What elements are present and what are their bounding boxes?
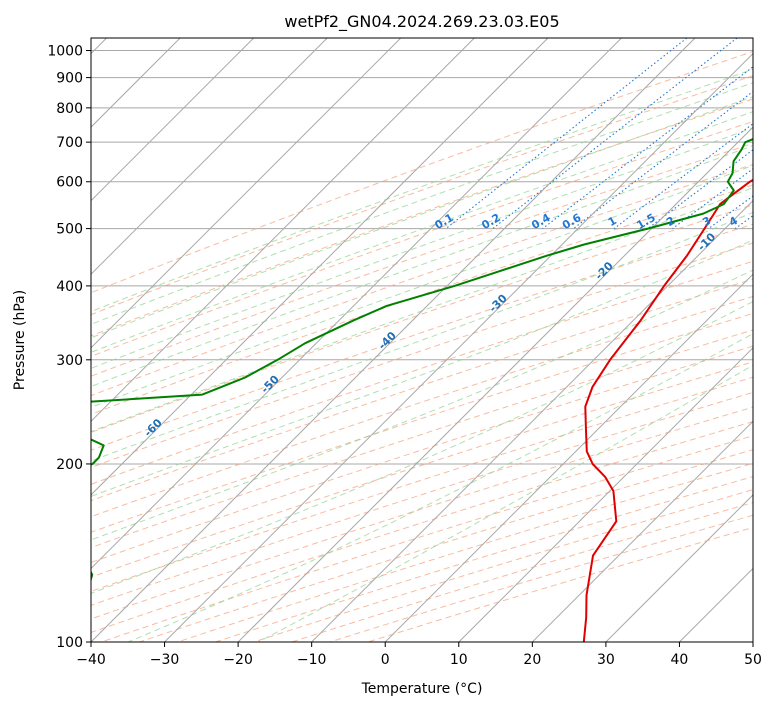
moist-adiabat-line [128,333,753,642]
isotherm-line [164,52,753,642]
x-tick-label: −20 [223,652,253,668]
x-tick-label: −30 [150,652,180,668]
isotherm-line [91,38,696,642]
isotherm-line [91,38,255,202]
moist-adiabat-line [258,364,753,642]
isotherm-line [91,38,622,570]
moist-adiabat-line [91,111,753,353]
moist-adiabat-line [91,82,753,325]
x-tick-label: 30 [597,652,615,668]
mixing-ratio-line [734,214,753,230]
moist-adiabat-line [91,127,753,369]
dry-adiabat-line [367,527,753,642]
x-tick-label: 0 [381,652,390,668]
y-axis-label: Pressure (hPa) [12,290,28,390]
mixing-ratio-line [613,122,753,230]
dry-adiabat-line [91,242,753,469]
dry-adiabat-line [91,142,753,377]
isotherm-line [311,199,753,642]
y-tick-label: 200 [56,457,83,473]
moist-adiabat-line [91,239,753,497]
isotherm-line [384,273,753,642]
y-tick-label: 400 [56,279,83,295]
isotherm-label: -30 [487,292,510,315]
dry-adiabat-line [215,476,753,642]
isotherm-label: -20 [593,259,616,282]
isotherm-line [605,494,753,642]
mixing-ratio-line [708,195,753,230]
dewpoint-line [91,138,753,583]
y-tick-label: 700 [56,135,83,151]
dry-adiabat-line [91,50,753,294]
dry-adiabat-line [91,98,753,337]
isotherm-line [237,126,753,642]
mixing-ratio-line [672,168,753,230]
x-tick-label: 50 [744,652,762,668]
mixing-ratio-line [542,66,753,230]
x-tick-label: 40 [671,652,689,668]
x-tick-label: −10 [297,652,327,668]
dry-adiabat-line [291,502,753,642]
isotherm-label: -50 [259,373,282,396]
y-tick-label: 500 [56,222,83,238]
dry-adiabat-line [91,278,753,502]
dry-adiabat-line [91,223,753,451]
x-tick-label: −40 [76,652,106,668]
y-tick-label: 600 [56,175,83,191]
isotherm-line [679,567,753,642]
x-tick-label: 20 [523,652,541,668]
isotherm-line [91,38,475,423]
x-axis-label: Temperature (°C) [361,681,483,697]
moist-adiabat-line [91,96,753,339]
isotherm-label: -40 [376,329,399,352]
isotherm-line [531,420,753,642]
mixing-ratio-label: 4 [727,214,740,229]
isotherm-gridlines [91,38,753,642]
dry-adiabat-line [91,75,753,316]
dry-adiabat-line [91,329,753,549]
isotherm-line [752,641,753,642]
sounding-series [91,138,753,642]
y-tick-label: 300 [56,353,83,369]
dry-adiabat-line [91,376,753,592]
isotherm-line [458,347,753,642]
isotherm-label: -60 [142,416,165,439]
mixing-ratio-line [492,38,738,230]
y-tick-label: 100 [56,635,83,651]
plot-frame [90,37,754,643]
isobar-gridlines [91,50,753,643]
x-axis: −40 −30 −20 −10 0 10 20 30 40 50 [76,642,762,668]
isotherm-label: -10 [695,230,718,253]
dry-adiabat-line [91,163,753,397]
moist-adiabats [91,68,753,642]
moist-adiabat-line [91,144,753,388]
isotherm-line [91,38,328,275]
y-axis: 100 200 300 400 500 600 700 800 900 1000 [47,44,91,651]
y-tick-label: 800 [56,101,83,117]
mixing-ratio-line [573,90,753,230]
isotherm-line [91,38,402,349]
chart-title: wetPf2_GN04.2024.269.23.03.E05 [284,12,559,32]
x-tick-label: 10 [450,652,468,668]
moist-adiabat-line [91,68,753,313]
y-tick-label: 1000 [47,44,83,60]
isotherm-label: -70 [21,463,44,486]
moist-adiabat-line [91,186,753,433]
moist-adiabat-line [91,164,753,408]
temperature-line [582,178,753,642]
y-tick-label: 900 [56,71,83,87]
isotherm-line [91,38,549,496]
